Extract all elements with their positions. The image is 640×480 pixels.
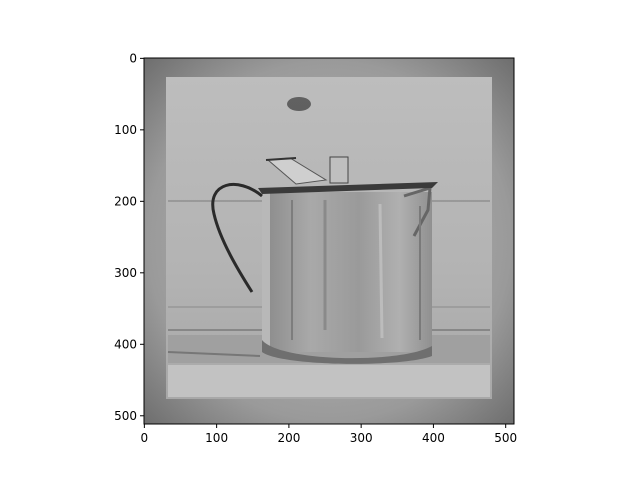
x-tick-label: 500 [494, 431, 517, 445]
y-axis-ticks: 0 100 200 300 400 500 [114, 51, 144, 423]
y-tick-label: 500 [114, 409, 137, 423]
x-tick-label: 200 [277, 431, 300, 445]
y-tick-label: 200 [114, 194, 137, 208]
x-axis-ticks: 0 100 200 300 400 500 [141, 424, 517, 445]
y-tick-label: 0 [129, 51, 137, 65]
x-tick-label: 0 [141, 431, 149, 445]
y-tick-label: 300 [114, 266, 137, 280]
x-tick-label: 300 [350, 431, 373, 445]
axes-frame [143, 57, 515, 425]
x-tick-label: 100 [205, 431, 228, 445]
x-tick-label: 400 [422, 431, 445, 445]
y-tick-label: 100 [114, 123, 137, 137]
image-area [144, 58, 514, 424]
y-tick-label: 400 [114, 337, 137, 351]
